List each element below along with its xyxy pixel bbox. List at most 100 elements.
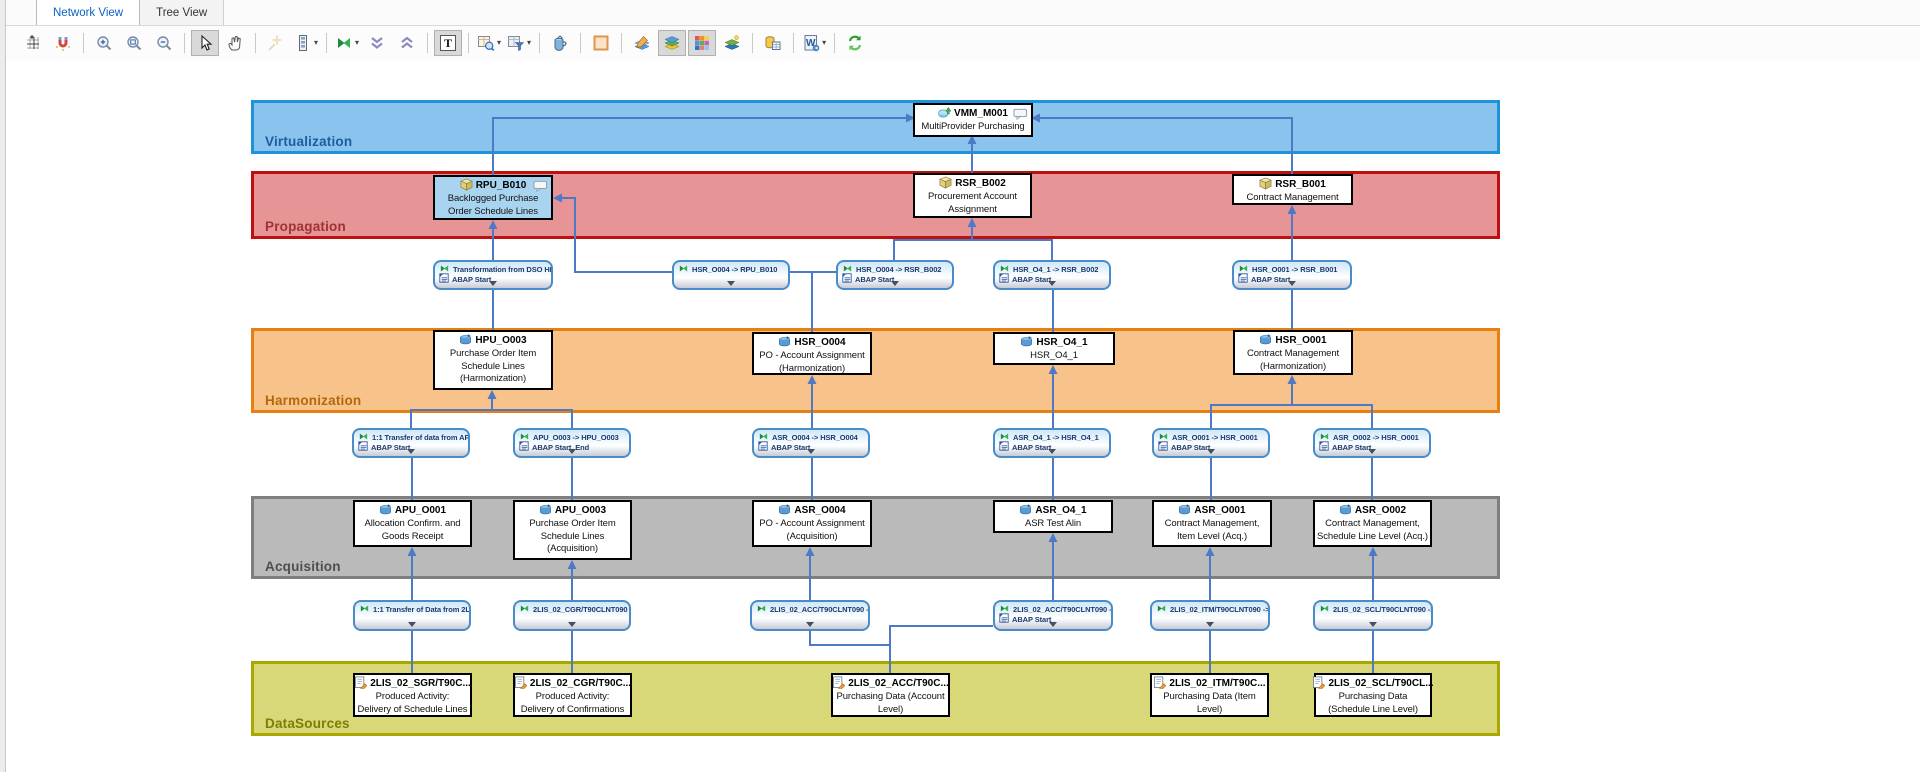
dso-icon (459, 333, 472, 349)
transformation-source-notch (1369, 622, 1377, 627)
frame-button[interactable] (587, 30, 615, 56)
filmstrip-button[interactable]: ▾ (292, 30, 320, 56)
toolbar-separator (468, 33, 470, 53)
node-description-line: (Schedule Line Level) (1328, 703, 1418, 715)
collapse-all-button[interactable] (363, 30, 391, 56)
snap-magnet-button[interactable] (49, 30, 77, 56)
transformation-asr-o002-hsr-o001[interactable]: ASR_O002 -> HSR_O001 ABAP Start (1313, 428, 1431, 458)
text-tool-button[interactable]: T (434, 30, 463, 56)
node-title: HPU_O003 (475, 335, 527, 346)
select-tool-icon (196, 34, 214, 52)
export-word-button[interactable]: W ▾ (800, 30, 828, 56)
note-icon[interactable] (533, 179, 548, 197)
node-ASR_O001[interactable]: ASR_O001 Contract Management, Item Level (… (1152, 500, 1272, 547)
transformation-hsr-o004-rpu-b010[interactable]: HSR_O004 -> RPU_B010 (672, 260, 790, 290)
node-DS_2LIS_02_ACC[interactable]: 2LIS_02_ACC/T90C... Purchasing Data (Acco… (831, 673, 950, 717)
node-RSR_B002[interactable]: RSR_B002 Procurement Account Assignment (913, 173, 1032, 218)
dso-icon (778, 503, 791, 519)
grid-layout-button[interactable] (19, 30, 47, 56)
show-layers-button[interactable] (658, 30, 687, 56)
node-HSR_O001[interactable]: HSR_O001 Contract Management (Harmonizatio… (1233, 330, 1353, 375)
refresh-button[interactable] (841, 30, 869, 56)
node-description-line: (Harmonization) (778, 362, 846, 374)
auto-arrange-button[interactable] (262, 30, 290, 56)
filter-values-dropdown-arrow[interactable]: ▾ (527, 38, 532, 47)
node-title: 2LIS_02_SCL/T90CL... (1328, 678, 1434, 689)
transformation-2lis-02-acc-t90clnt090[interactable]: 2LIS_02_ACC/T90CLNT090 ->... ABAP Start (993, 600, 1113, 631)
transformation-2lis-02-itm-t90clnt090[interactable]: 2LIS_02_ITM/T90CLNT090 ->... (1150, 600, 1270, 631)
node-APU_O003[interactable]: APU_O003 Purchase Order Item Schedule Line… (513, 500, 632, 560)
transformation-hsr-o001-rsr-b001[interactable]: HSR_O001 -> RSR_B001 ABAP Start (1232, 260, 1352, 290)
pan-tool-button[interactable] (221, 30, 249, 56)
note-icon[interactable] (1013, 107, 1028, 125)
node-APU_O001[interactable]: APU_O001 Allocation Confirm. and Goods Rec… (353, 500, 472, 547)
transformation-source-notch (568, 622, 576, 627)
transformation-asr-o001-hsr-o001[interactable]: ASR_O001 -> HSR_O001 ABAP Start (1152, 428, 1270, 458)
transformation-title: APU_O003 -> HPU_O003 (533, 432, 619, 442)
transformation-transformation-from-dso-hp[interactable]: Transformation from DSO HP... ABAP Start (433, 260, 553, 290)
svg-text:T: T (444, 36, 452, 50)
node-ASR_O004[interactable]: ASR_O004 PO - Account Assignment (Acquisit… (752, 500, 872, 547)
filter-values-button[interactable]: ▾ (505, 30, 533, 56)
transformation-apu-o003-hpu-o003[interactable]: APU_O003 -> HPU_O003 ABAP Start, End (513, 428, 631, 458)
zoom-out-button[interactable] (150, 30, 178, 56)
layers-image-button[interactable] (718, 30, 746, 56)
color-key-button[interactable] (688, 30, 717, 56)
node-ASR_O4_1[interactable]: ASR_O4_1 ASR Test Alin (993, 500, 1113, 533)
expand-all-button[interactable] (393, 30, 421, 56)
node-DS_2LIS_02_ITM[interactable]: 2LIS_02_ITM/T90C... Purchasing Data (Item… (1150, 673, 1269, 717)
node-DS_2LIS_02_SGR[interactable]: 2LIS_02_SGR/T90C... Produced Activity: Del… (353, 673, 472, 717)
zoom-fit-button[interactable] (120, 30, 148, 56)
transformation-2lis-02-acc-t90clnt090[interactable]: 2LIS_02_ACC/T90CLNT090 ->... (750, 600, 870, 631)
transformation-hsr-o4-1-rsr-b002[interactable]: HSR_O4_1 -> RSR_B002 ABAP Start (993, 260, 1111, 290)
node-HSR_O004[interactable]: HSR_O004 PO - Account Assignment (Harmoniz… (752, 332, 872, 375)
layer-label-acquisition: Acquisition (265, 559, 341, 574)
data-preview-icon (477, 34, 495, 52)
table-data-button[interactable] (759, 30, 787, 56)
node-RSR_B001[interactable]: RSR_B001 Contract Management (1232, 174, 1353, 205)
transformation-icon (519, 603, 530, 616)
abap-routine-icon (1319, 441, 1329, 453)
transformation-icon (1319, 603, 1330, 616)
node-description-line: Level) (1196, 703, 1223, 715)
node-title: 2LIS_02_SGR/T90C... (370, 678, 471, 689)
node-description-line: Purchasing Data (1338, 691, 1408, 702)
transformation-button[interactable]: ▾ (333, 30, 361, 56)
node-HSR_O4_1[interactable]: HSR_O4_1 HSR_O4_1 (993, 332, 1115, 365)
select-tool-button[interactable] (191, 30, 219, 56)
node-description-line: Produced Activity: (375, 691, 450, 702)
transformation-asr-o4-1-hsr-o4-1[interactable]: ASR_O4_1 -> HSR_O4_1 ABAP Start (993, 428, 1111, 458)
data-preview-dropdown-arrow[interactable]: ▾ (497, 38, 502, 47)
transformation-title: HSR_O001 -> RSR_B001 (1252, 264, 1338, 274)
dso-icon (1259, 333, 1272, 349)
grid-layout-icon (24, 34, 42, 52)
transformation-2lis-02-cgr-t90clnt090[interactable]: 2LIS_02_CGR/T90CLNT090 ->... (513, 600, 631, 631)
node-RPU_B010[interactable]: RPU_B010 Backlogged Purchase Order Schedul… (433, 175, 553, 220)
abap-routine-icon (1158, 441, 1168, 453)
abap-routine-icon (758, 441, 768, 453)
jug-button[interactable] (546, 30, 574, 56)
tab-network-view[interactable]: Network View (36, 0, 141, 25)
datasource-icon (1153, 676, 1167, 692)
node-DS_2LIS_02_CGR[interactable]: 2LIS_02_CGR/T90C... Produced Activity: Del… (513, 673, 632, 717)
node-HPU_O003[interactable]: HPU_O003 Purchase Order Item Schedule Line… (433, 330, 553, 390)
node-DS_2LIS_02_SCL[interactable]: 2LIS_02_SCL/T90CL... Purchasing Data (Sche… (1313, 673, 1434, 717)
abap-routine-icon (842, 273, 852, 285)
transformation-2lis-02-scl-t90clnt090[interactable]: 2LIS_02_SCL/T90CLNT090 ->... (1313, 600, 1433, 631)
edit-layers-button[interactable] (628, 30, 656, 56)
zoom-in-button[interactable] (90, 30, 118, 56)
transformation-hsr-o004-rsr-b002[interactable]: HSR_O004 -> RSR_B002 ABAP Start (836, 260, 954, 290)
expand-all-icon (398, 34, 416, 52)
data-preview-button[interactable]: ▾ (475, 30, 503, 56)
export-word-dropdown-arrow[interactable]: ▾ (822, 38, 827, 47)
node-ASR_O002[interactable]: ASR_O002 Contract Management, Schedule Lin… (1313, 500, 1432, 547)
tab-tree-view[interactable]: Tree View (140, 0, 225, 25)
transformation-dropdown-arrow[interactable]: ▾ (355, 38, 360, 47)
transformation-1-1-transfer-of-data-from-2lis[interactable]: 1:1 Transfer of Data from 2LIS... (353, 600, 471, 631)
filmstrip-dropdown-arrow[interactable]: ▾ (314, 38, 319, 47)
transformation-asr-o004-hsr-o004[interactable]: ASR_O004 -> HSR_O004 ABAP Start (752, 428, 870, 458)
transformation-1-1-transfer-of-data-from-apu[interactable]: 1:1 Transfer of data from APU... ABAP Sta… (352, 428, 470, 458)
export-word-icon: W (802, 34, 820, 52)
node-VMM_M001[interactable]: VMM_M001 MultiProvider Purchasing (913, 103, 1033, 137)
